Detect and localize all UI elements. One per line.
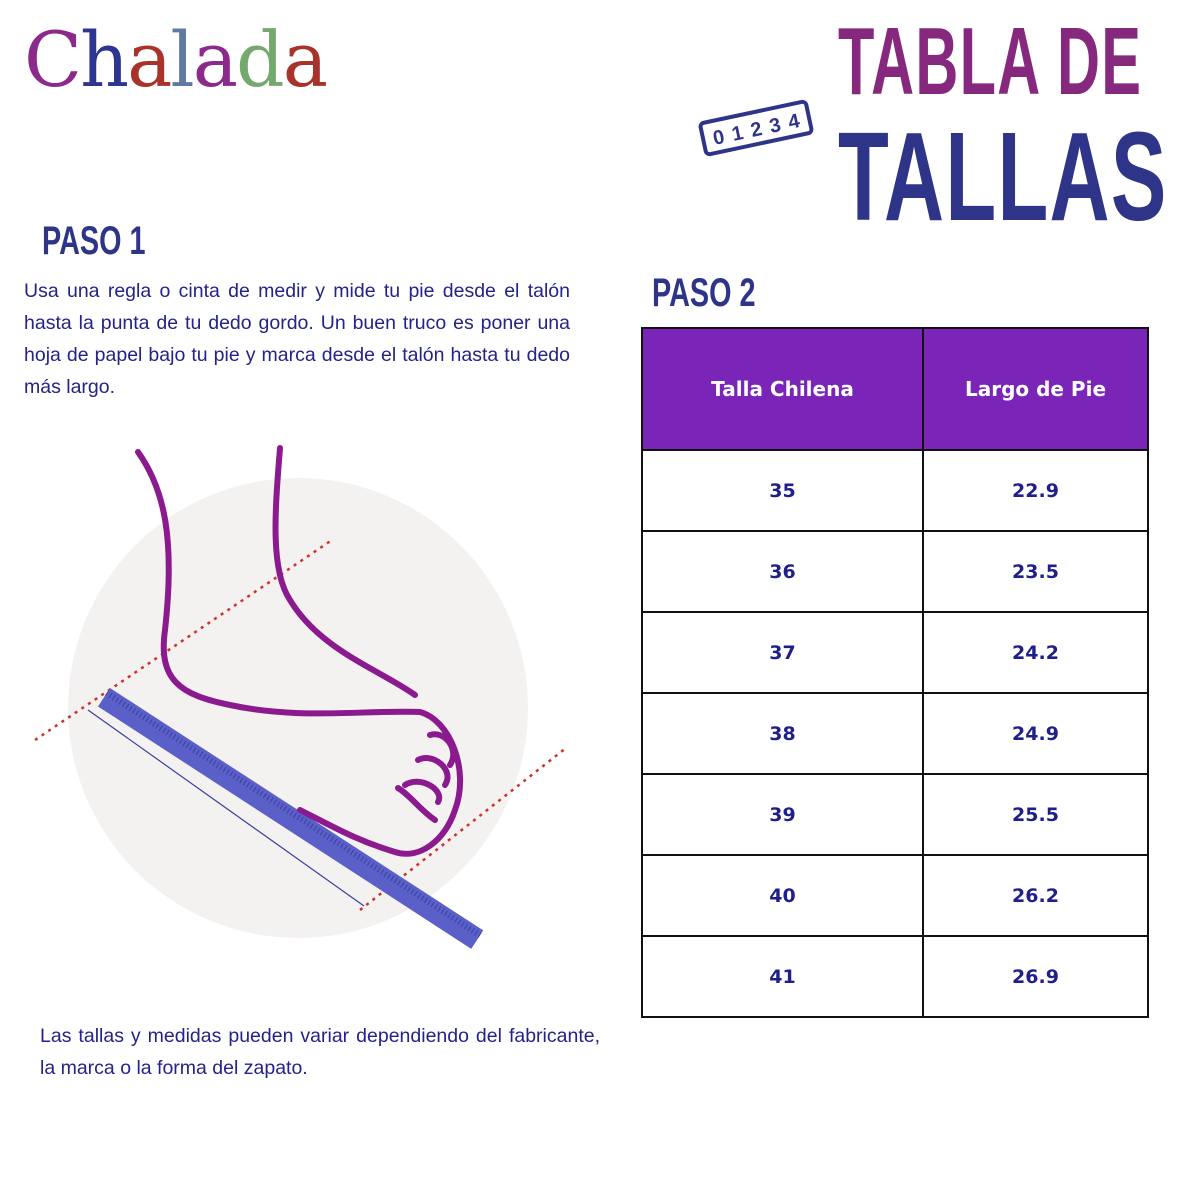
background-circle <box>68 478 528 938</box>
foot-length-cell: 22.9 <box>922 449 1149 532</box>
foot-length-cell: 23.5 <box>922 530 1149 613</box>
size-cell: 36 <box>641 530 924 613</box>
size-cell: 39 <box>641 773 924 856</box>
step1-text: Usa una regla o cinta de medir y mide tu… <box>24 280 570 398</box>
foot-measurement-illustration <box>34 445 567 949</box>
step1-heading: PASO 1 <box>42 219 146 263</box>
step2-heading: PASO 2 <box>652 271 756 315</box>
table-row: 39 25.5 <box>641 773 1149 856</box>
disclaimer-note: Las tallas y medidas pueden variar depen… <box>40 1025 600 1079</box>
foot-length-cell: 24.2 <box>922 611 1149 694</box>
ruler-number: 0 <box>711 126 727 150</box>
column-header-size: Talla Chilena <box>641 327 924 451</box>
ruler-number: 4 <box>786 110 802 134</box>
size-table: Talla Chilena Largo de Pie 35 22.9 36 23.5 3… <box>641 327 1149 1018</box>
ruler-icon <box>98 688 484 949</box>
page-title: TABLA DE TALLAS <box>838 8 1166 240</box>
table-row: 37 24.2 <box>641 611 1149 694</box>
logo-letter: C <box>24 15 82 104</box>
size-cell: 37 <box>641 611 924 694</box>
table-row: 38 24.9 <box>641 692 1149 775</box>
table-row: 35 22.9 <box>641 449 1149 532</box>
column-header-foot-length: Largo de Pie <box>922 327 1149 451</box>
toe-guide-line <box>359 747 567 911</box>
logo-letter: d <box>236 15 285 104</box>
size-cell: 38 <box>641 692 924 775</box>
title-line-2: TALLAS <box>838 106 1168 247</box>
table-row: 41 26.9 <box>641 935 1149 1018</box>
ruler-number: 3 <box>767 114 783 138</box>
foot-length-cell: 24.9 <box>922 692 1149 775</box>
foot-length-cell: 26.9 <box>922 935 1149 1018</box>
table-header-row: Talla Chilena Largo de Pie <box>641 327 1149 451</box>
logo-letter: a <box>127 15 172 104</box>
size-cell: 35 <box>641 449 924 532</box>
toes <box>395 731 457 823</box>
logo-letter: l <box>170 15 194 104</box>
measurement-arrow <box>87 709 365 907</box>
logo-letter: a <box>192 15 238 104</box>
table-row: 36 23.5 <box>641 530 1149 613</box>
chalada-logo: Chalada <box>24 15 328 104</box>
table-row: 40 26.2 <box>641 854 1149 937</box>
logo-letter: h <box>80 15 129 104</box>
ruler-number: 2 <box>748 118 765 142</box>
foot-outline <box>135 449 464 857</box>
ruler-icon: 0 1 2 3 4 <box>697 98 815 158</box>
size-cell: 40 <box>641 854 924 937</box>
foot-length-cell: 26.2 <box>922 854 1149 937</box>
title-line-1: TABLA DE <box>838 8 1143 115</box>
ruler-number: 1 <box>729 122 746 146</box>
foot-length-cell: 25.5 <box>922 773 1149 856</box>
size-cell: 41 <box>641 935 924 1018</box>
logo-letter: a <box>282 15 328 104</box>
foot-outline-front <box>272 445 418 698</box>
